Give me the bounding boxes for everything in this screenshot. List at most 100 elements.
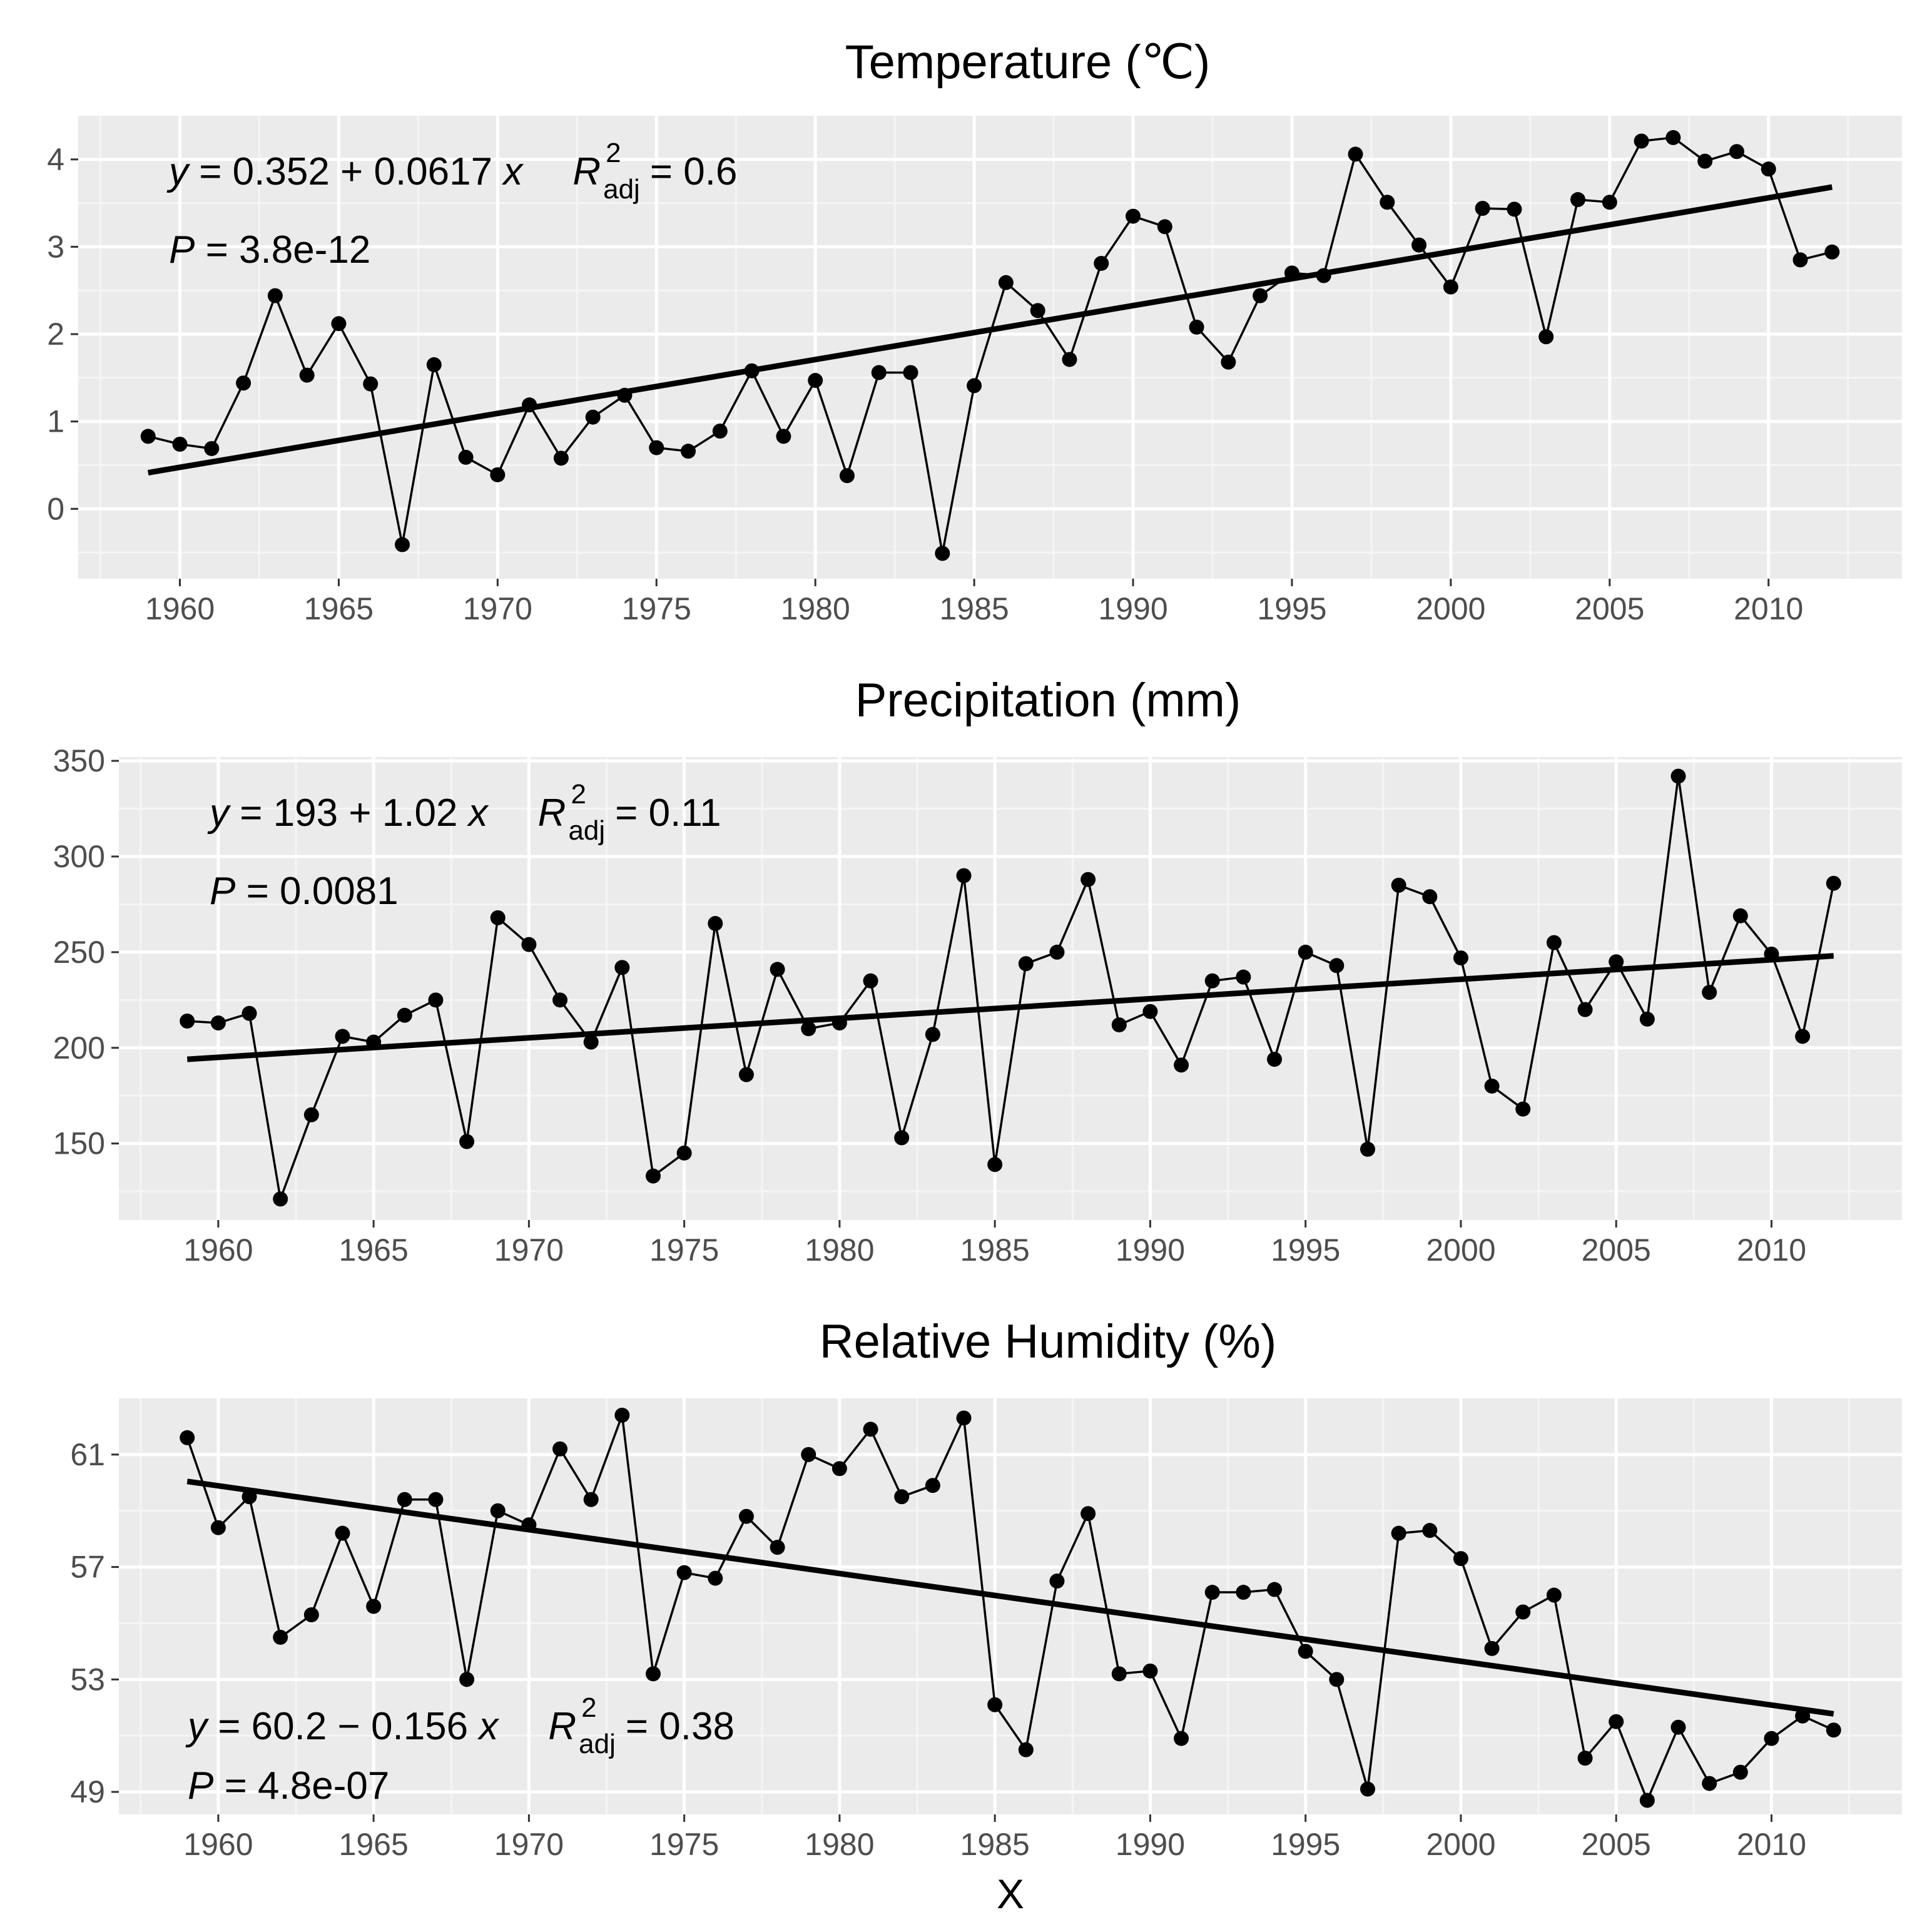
data-point (1484, 1078, 1500, 1094)
data-point (1221, 354, 1236, 370)
data-point (1515, 1101, 1531, 1117)
data-point (935, 546, 950, 561)
panel-title: Precipitation (mm) (855, 674, 1241, 727)
x-tick-label: 1990 (1098, 591, 1167, 626)
data-point (1253, 288, 1268, 303)
data-point (1729, 144, 1744, 160)
data-point (738, 1508, 754, 1524)
data-point (180, 1430, 195, 1445)
data-point (363, 376, 379, 392)
panel-1: Temperature (℃) 1960 1965 1970 1975 1980 1985 1… (47, 36, 1902, 626)
data-point (1316, 268, 1331, 283)
data-point (1348, 146, 1363, 162)
data-point (998, 275, 1014, 290)
chart-panels: Temperature (℃) 1960 1965 1970 1975 1980 1985 1… (47, 36, 1902, 1917)
data-point (366, 1599, 382, 1614)
x-tick-label: 1995 (1271, 1827, 1340, 1862)
data-point (397, 1007, 412, 1023)
y-tick-label: 300 (53, 839, 105, 874)
data-point (1538, 329, 1554, 345)
data-point (1577, 1751, 1593, 1766)
data-point (894, 1130, 910, 1146)
data-point (1577, 1002, 1593, 1017)
data-point (267, 288, 283, 303)
data-point (1515, 1604, 1531, 1620)
data-point (925, 1027, 940, 1042)
data-point (1602, 195, 1617, 210)
data-point (1665, 130, 1681, 145)
r2-superscript: 2 (571, 779, 586, 810)
data-point (242, 1489, 257, 1505)
data-point (1094, 255, 1109, 271)
r2-superscript: 2 (581, 1692, 596, 1723)
x-tick-label: 1975 (649, 1827, 719, 1862)
p-value: P = 0.0081 (210, 870, 399, 913)
data-point (1298, 944, 1313, 960)
data-point (770, 962, 785, 977)
x-tick-label: 2005 (1582, 1233, 1651, 1268)
x-tick-label: 1965 (339, 1233, 409, 1268)
data-point (1174, 1731, 1189, 1746)
data-point (831, 1461, 847, 1477)
data-point (552, 1441, 568, 1457)
data-point (490, 467, 506, 482)
data-series-line (148, 136, 1833, 554)
data-point (1142, 1004, 1158, 1019)
data-point (1142, 1663, 1158, 1679)
r2-subscript: adj (568, 815, 605, 846)
data-point (1764, 946, 1779, 962)
data-point (1702, 985, 1717, 1000)
r2-superscript: 2 (606, 138, 621, 168)
data-point (210, 1520, 226, 1535)
data-point (1795, 1708, 1811, 1724)
data-point (553, 450, 569, 466)
data-point (1189, 319, 1204, 335)
x-tick-label: 1960 (145, 591, 215, 626)
y-tick-label: 250 (53, 935, 105, 970)
r2-value: = 0.38 (626, 1705, 735, 1748)
data-point (490, 1503, 506, 1518)
data-point (1546, 935, 1562, 950)
panel-3: Relative Humidity (%) 1960 1965 1970 1975 198… (70, 1315, 1902, 1917)
data-point (1761, 161, 1776, 177)
x-tick-label: 2010 (1734, 591, 1803, 626)
data-point (676, 1565, 692, 1580)
data-point (871, 365, 887, 380)
data-point (1697, 153, 1713, 169)
data-point (987, 1157, 1003, 1172)
data-point (1609, 1714, 1624, 1729)
data-point (1453, 950, 1468, 966)
x-tick-label: 1985 (960, 1827, 1030, 1862)
data-point (1126, 208, 1141, 224)
x-tick-label: 1970 (463, 591, 532, 626)
x-tick-label: 1970 (494, 1827, 564, 1862)
data-point (646, 1666, 661, 1682)
data-point (522, 397, 537, 413)
data-point (1475, 201, 1490, 216)
x-tick-label: 1970 (494, 1233, 564, 1268)
data-point (521, 937, 537, 952)
data-point (1732, 908, 1748, 923)
data-point (646, 1168, 661, 1184)
data-point (1422, 1523, 1438, 1538)
data-point (776, 429, 791, 444)
r2-value: = 0.6 (650, 150, 738, 193)
data-point (335, 1029, 350, 1044)
panel-background (119, 1398, 1902, 1814)
y-tick-label: 49 (70, 1774, 105, 1809)
data-point (614, 960, 630, 975)
data-point (1018, 1742, 1034, 1757)
panel-2: Precipitation (mm) 1960 1965 1970 1975 1980 19… (53, 674, 1902, 1268)
trend-line (147, 184, 1833, 475)
x-tick-label: 1980 (805, 1233, 874, 1268)
x-tick-label: 1980 (781, 591, 850, 626)
x-tick-label: 1990 (1116, 1827, 1185, 1862)
data-point (1267, 1052, 1283, 1067)
data-point (210, 1015, 226, 1031)
r2-label: R (572, 150, 601, 193)
y-tick-label: 3 (47, 229, 64, 264)
data-point (770, 1540, 785, 1555)
regression-equation: y = 60.2 − 0.156 x (185, 1705, 499, 1748)
data-point (426, 357, 442, 372)
